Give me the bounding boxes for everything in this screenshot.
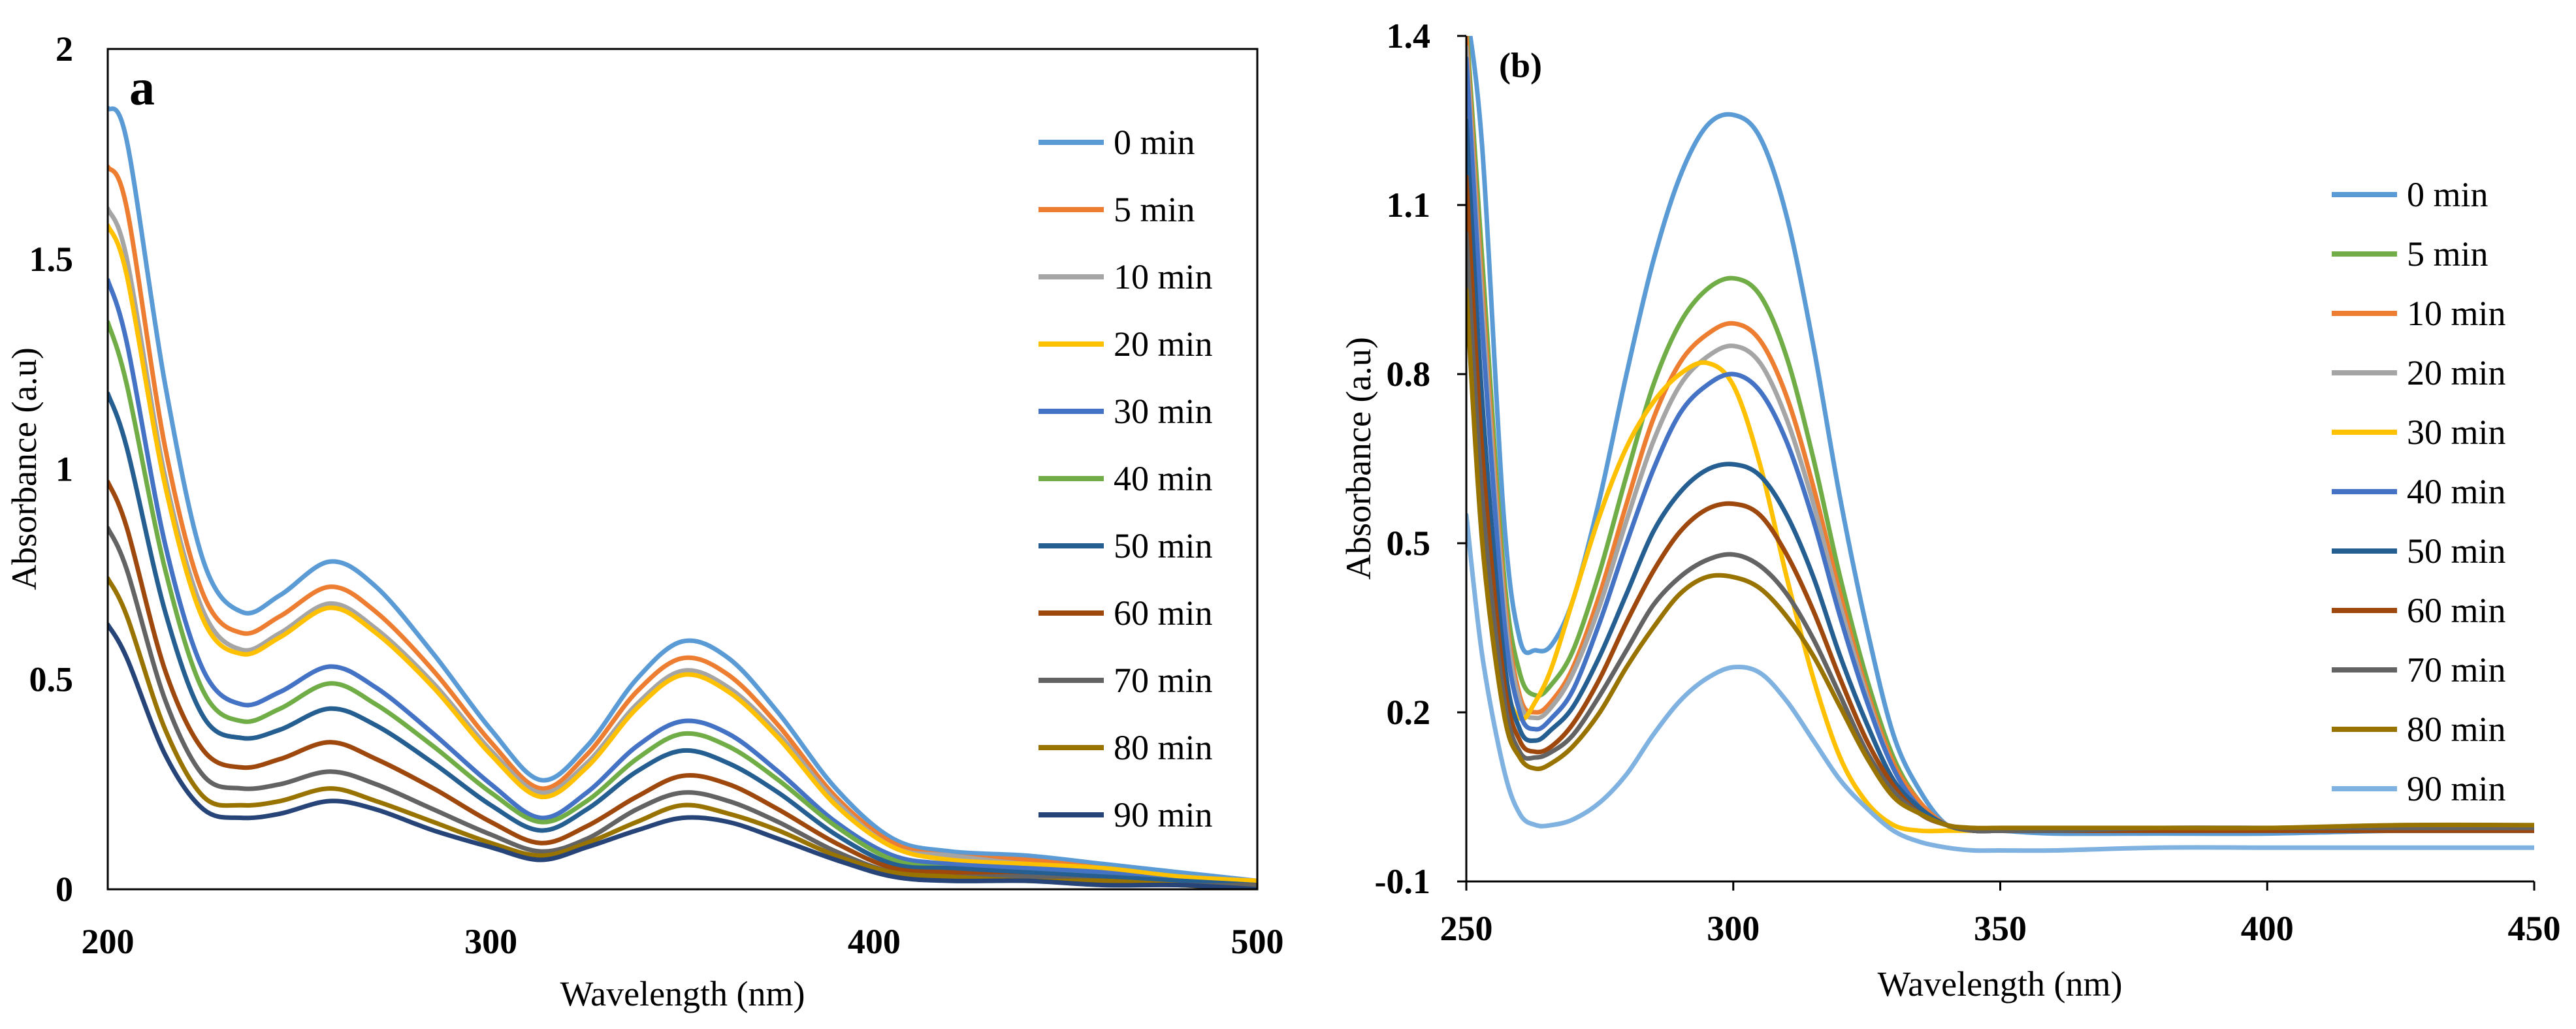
a-y-tick-label: 0 [56,870,73,909]
b-x-tick-label: 250 [1440,909,1493,948]
a-legend-label: 80 min [1114,728,1213,767]
a-legend-label: 40 min [1114,459,1213,498]
a-series-line-4 [108,277,1257,888]
b-legend-label: 40 min [2407,472,2506,511]
b-series-line-0 [1468,36,2534,836]
b-legend-label: 0 min [2407,175,2488,214]
b-legend-label: 70 min [2407,650,2506,689]
a-legend-label: 30 min [1114,392,1213,431]
b-x-tick-label: 400 [2241,909,2294,948]
a-y-tick-label: 2 [56,29,73,69]
a-x-tick-label: 300 [464,922,517,961]
b-series-line-10 [1466,513,2534,853]
b-legend-label: 20 min [2407,353,2506,392]
b-series-line-3 [1466,44,2534,834]
a-series-line-7 [108,479,1257,888]
b-y-tick-label: 1.4 [1387,16,1431,55]
a-legend-label: 50 min [1114,526,1213,565]
a-series-line-3 [108,223,1257,883]
b-series-line-9 [1466,287,2534,831]
a-series-line-6 [108,391,1257,888]
b-legend-label: 30 min [2407,413,2506,452]
a-legend-label: 70 min [1114,661,1213,700]
b-series-line-1 [1466,36,2534,834]
b-y-axis-title: Absorbance (a.u) [1339,337,1378,580]
b-y-tick-label: 1.1 [1387,185,1431,225]
b-legend-label: 10 min [2407,294,2506,333]
a-legend-label: 60 min [1114,594,1213,633]
panel-a-chart: 200 300 400 500 0 0.5 1 1.5 2 Wavelength (nm) Abso… [5,29,1284,1013]
a-series-group [108,105,1257,889]
a-series-line-0 [108,105,1257,883]
a-series-line-2 [108,206,1257,883]
a-x-tick-label: 400 [848,922,901,961]
a-plot-frame [106,48,1259,891]
a-legend-label: 5 min [1114,190,1195,229]
a-legend-label: 20 min [1114,325,1213,364]
b-legend-label: 5 min [2407,234,2488,274]
a-legend: 0 min 5 min 10 min 20 min 30 min 40 min 50 min… [1038,123,1213,834]
a-x-tick-label: 200 [82,922,135,961]
a-legend-label: 0 min [1114,123,1195,162]
a-series-line-8 [108,526,1257,888]
b-y-tick-label: 0.5 [1387,524,1431,563]
a-y-axis-title: Absorbance (a.u) [5,347,44,590]
b-legend-label: 90 min [2407,769,2506,808]
b-legend-label: 50 min [2407,531,2506,571]
a-legend-label: 10 min [1114,257,1213,296]
a-y-tick-label: 0.5 [29,659,74,699]
b-y-tick-label: 0.8 [1387,355,1431,394]
a-y-tick-label: 1.5 [29,240,74,279]
b-legend-label: 80 min [2407,710,2506,749]
b-x-tick-label: 350 [1974,909,2027,948]
b-legend-label: 60 min [2407,591,2506,630]
b-series-line-4 [1466,89,2534,834]
b-y-tick-label: -0.1 [1375,862,1430,901]
b-y-tick-label: 0.2 [1387,693,1431,732]
a-y-tick-label: 1 [56,450,73,489]
b-panel-label: (b) [1499,46,1542,85]
a-x-tick-label: 500 [1231,922,1284,961]
b-series-line-8 [1466,230,2534,834]
b-series-group [1466,36,2534,853]
b-x-tick-label: 450 [2508,909,2561,948]
b-legend: 0 min 5 min 10 min 20 min 30 min 40 min 50 min… [2332,175,2506,808]
a-x-axis-title: Wavelength (nm) [560,974,805,1013]
b-x-tick-label: 300 [1707,909,1760,948]
b-x-axis-title: Wavelength (nm) [1877,964,2122,1004]
a-panel-label: a [129,59,155,116]
a-series-line-10 [108,622,1257,889]
panel-b-chart: 250 300 350 400 450 -0.1 0.2 0.5 0.8 1.1 1.4 Wavele… [1339,16,2561,1004]
a-legend-label: 90 min [1114,795,1213,834]
